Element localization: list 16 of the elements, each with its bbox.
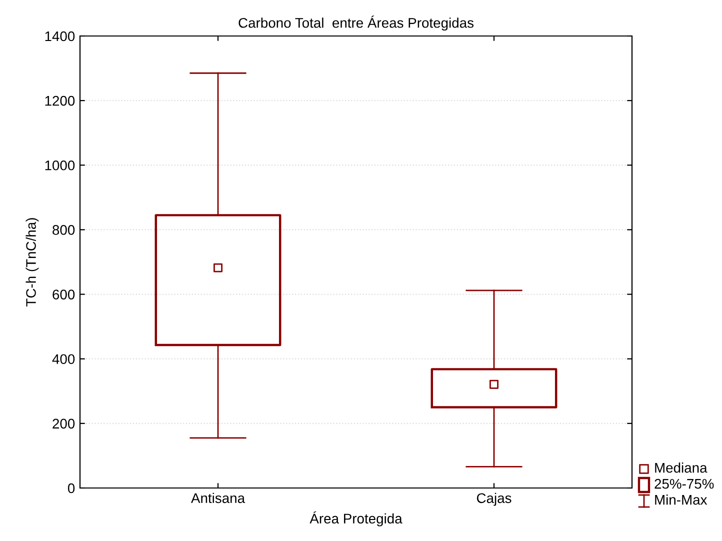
y-tick-label: 200 [52,418,75,429]
text: Min-Max [655,494,708,505]
x-tick-label: Cajas [476,492,512,506]
y-axis-title: TC-h (TnC/ha) [26,218,39,306]
x-tick-label: Antisana [191,492,246,504]
x-axis-title: Área Protegida [310,511,402,526]
y-tick-label: 600 [52,290,75,300]
text: 25%-75% [654,478,714,489]
y-tick-label: 1200 [45,96,75,106]
y-tick-label: 1000 [45,160,75,170]
y-tick-label: 1400 [45,31,75,42]
y-tick-label: 400 [52,354,75,364]
y-tick-label: 0 [68,483,75,494]
chart-title: Carbono Total entre Áreas Protegidas [238,16,474,31]
y-tick-label: 800 [52,225,75,235]
text: Mediana [655,462,708,473]
